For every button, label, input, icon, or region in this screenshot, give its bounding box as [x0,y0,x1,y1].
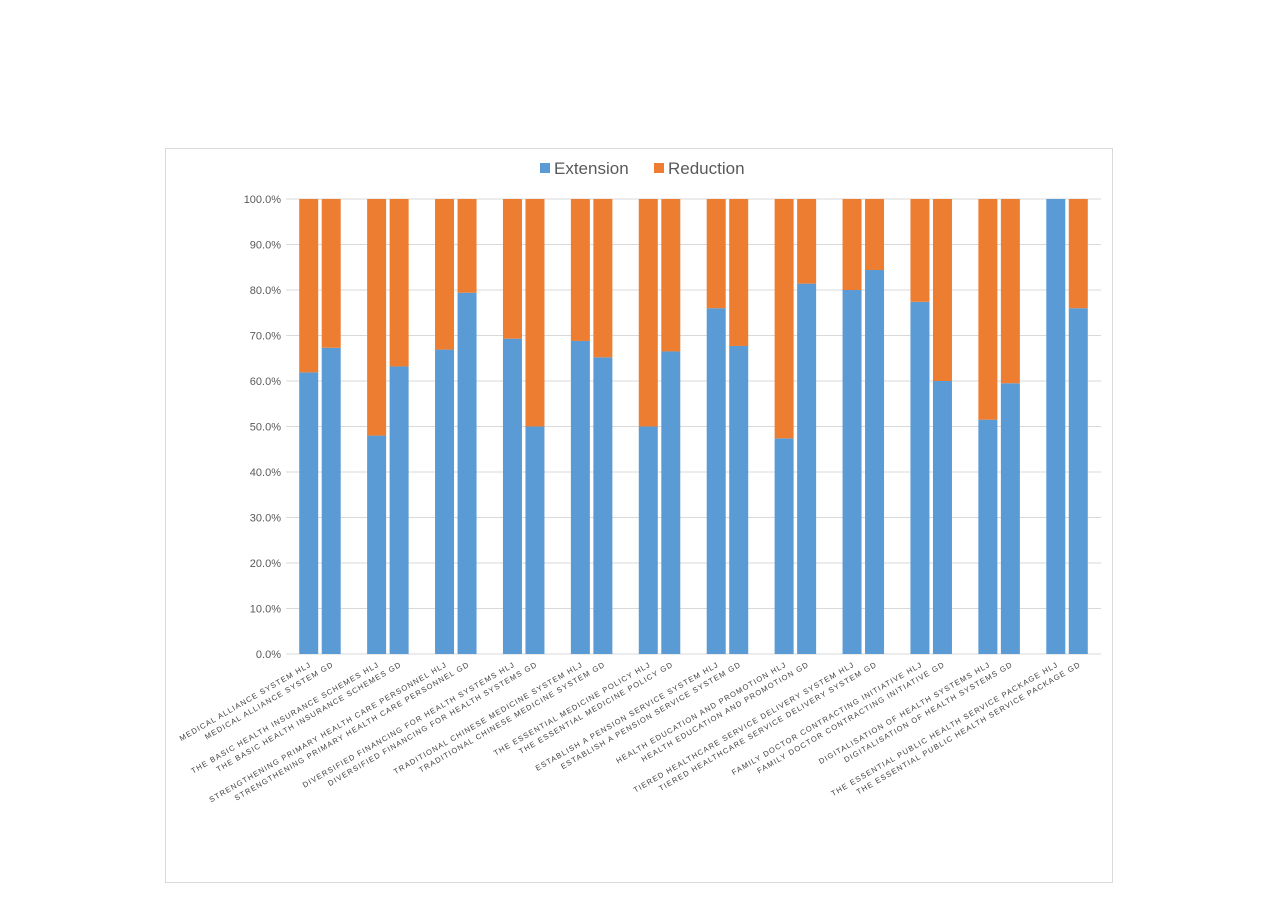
legend-swatch-reduction [654,163,664,173]
bar-extension [638,426,658,654]
bar-reduction [525,199,545,427]
y-tick-label: 70.0% [250,331,281,343]
legend: Extension Reduction [540,159,745,178]
bar-extension [299,372,319,654]
y-tick-label: 20.0% [250,558,281,570]
bar-reduction [299,199,319,373]
chart-container: 0.0% 10.0% 20.0% 30.0% 40.0% 50.0% 60.0% 70.0% 8… [165,148,1113,883]
bar-reduction [457,199,477,293]
bar-reduction [1000,199,1020,384]
bar-extension [1000,383,1020,654]
y-tick-label: 50.0% [250,422,281,434]
y-tick-label: 90.0% [250,240,281,252]
bar-reduction [1068,199,1088,309]
bar-reduction [321,199,341,348]
bar-extension [502,338,522,654]
y-tick-label: 30.0% [250,513,281,525]
bar-reduction [638,199,658,427]
bar-extension [797,283,817,654]
bar-extension [978,419,998,654]
bar-reduction [389,199,409,367]
bar-reduction [367,199,387,436]
bar-reduction [435,199,455,350]
bar-reduction [797,199,817,284]
bar-extension [774,438,794,654]
bar-extension [932,381,952,654]
bar-extension [910,301,930,654]
y-tick-label: 60.0% [250,376,281,388]
bar-reduction [978,199,998,420]
y-tick-label: 0.0% [256,649,281,661]
bar-extension [367,435,387,654]
bar-extension [729,345,749,654]
bar-reduction [661,199,681,352]
bar-extension [457,292,477,654]
bar-extension [570,340,590,654]
legend-label-extension: Extension [554,159,629,178]
bar-extension [321,347,341,654]
y-tick-label: 10.0% [250,604,281,616]
legend-label-reduction: Reduction [668,159,745,178]
y-axis-ticks: 0.0% 10.0% 20.0% 30.0% 40.0% 50.0% 60.0% 70.0% 8… [244,194,282,661]
y-tick-label: 40.0% [250,467,281,479]
bar-reduction [570,199,590,341]
bar-extension [435,349,455,654]
x-tick-label: THE ESSENTIAL PUBLIC HEALTH SERVICE PACK… [829,660,1059,798]
bar-extension [706,308,726,654]
bar-reduction [865,199,885,270]
bar-extension [842,290,862,654]
bar-reduction [842,199,862,290]
y-tick-label: 80.0% [250,285,281,297]
bar-reduction [932,199,952,381]
bar-reduction [502,199,522,339]
legend-swatch-extension [540,163,550,173]
bar-reduction [774,199,794,439]
stacked-bar-chart: 0.0% 10.0% 20.0% 30.0% 40.0% 50.0% 60.0% 70.0% 8… [178,159,1101,804]
bar-reduction [593,199,613,358]
bar-extension [1068,308,1088,654]
bar-extension [661,351,681,654]
y-tick-label: 100.0% [244,194,282,206]
bar-reduction [729,199,749,346]
bar-extension [865,269,885,654]
bar-extension [389,366,409,654]
bar-extension [1046,199,1066,654]
bar-reduction [910,199,930,302]
bar-reduction [706,199,726,309]
bar-extension [593,357,613,654]
bar-extension [525,426,545,654]
gridlines [286,198,1101,655]
bars [299,199,1088,654]
